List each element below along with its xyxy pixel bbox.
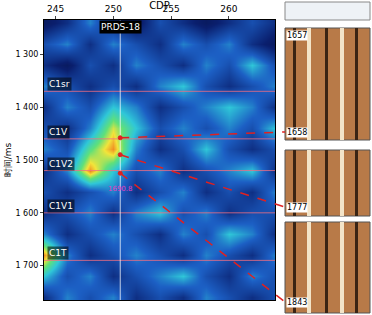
svg-text:1 400: 1 400 (15, 103, 38, 112)
svg-text:C1T: C1T (49, 248, 67, 258)
svg-text:1843: 1843 (287, 298, 307, 307)
svg-text:260: 260 (220, 4, 237, 14)
svg-text:245: 245 (47, 4, 64, 14)
svg-text:255: 255 (162, 4, 179, 14)
svg-text:1658: 1658 (287, 128, 307, 137)
svg-text:PRDS-18: PRDS-18 (101, 22, 140, 32)
svg-text:1 700: 1 700 (15, 261, 38, 270)
svg-text:C1V2: C1V2 (49, 159, 73, 169)
svg-text:250: 250 (105, 4, 122, 14)
svg-text:CDP: CDP (149, 0, 170, 11)
svg-text:1777: 1777 (287, 203, 307, 212)
svg-text:C1V: C1V (49, 127, 68, 137)
svg-text:1 300: 1 300 (15, 50, 38, 59)
svg-text:C1V1: C1V1 (49, 201, 73, 211)
svg-text:1 600: 1 600 (15, 209, 38, 218)
svg-text:时间/ms: 时间/ms (3, 142, 13, 177)
svg-text:1 500: 1 500 (15, 156, 38, 165)
svg-text:C1sr: C1sr (49, 79, 70, 89)
svg-text:1690.8: 1690.8 (108, 185, 133, 193)
svg-text:1657: 1657 (287, 31, 307, 40)
